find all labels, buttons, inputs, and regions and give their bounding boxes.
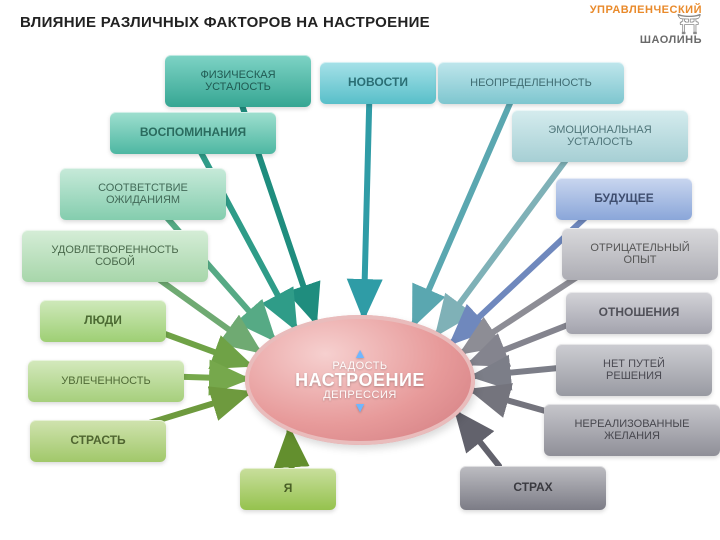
center-down-label: ДЕПРЕССИЯ	[323, 389, 397, 401]
arrow-news	[364, 92, 370, 315]
factor-news: НОВОСТИ	[320, 62, 436, 104]
factor-future: БУДУЩЕЕ	[556, 178, 692, 220]
arrow-nopath	[475, 368, 556, 376]
factor-selfsat: УДОВЛЕТВОРЕННОСТЬСОБОЙ	[22, 230, 208, 282]
down-arrow-icon: ▼	[353, 401, 367, 414]
factor-unreal: НЕРЕАЛИЗОВАННЫЕЖЕЛАНИЯ	[544, 404, 720, 456]
factor-self: Я	[240, 468, 336, 510]
factor-physfat: ФИЗИЧЕСКАЯУСТАЛОСТЬ	[165, 55, 311, 107]
diagram-stage: ВЛИЯНИЕ РАЗЛИЧНЫХ ФАКТОРОВ НА НАСТРОЕНИЕ…	[0, 0, 720, 540]
factor-negexp: ОТРИЦАТЕЛЬНЫЙОПЫТ	[562, 228, 718, 280]
arrow-self	[289, 431, 291, 468]
brand-logo: УПРАВЛЕНЧЕСКИЙ ⛩ ШАОЛИНЬ	[590, 4, 702, 46]
page-title: ВЛИЯНИЕ РАЗЛИЧНЫХ ФАКТОРОВ НА НАСТРОЕНИЕ	[20, 14, 430, 31]
logo-line2: ШАОЛИНЬ	[590, 34, 702, 46]
factor-uncert: НЕОПРЕДЕЛЕННОСТЬ	[438, 62, 624, 104]
pagoda-icon: ⛩	[590, 16, 702, 34]
up-arrow-icon: ▲	[353, 347, 367, 360]
factor-memories: ВОСПОМИНАНИЯ	[110, 112, 276, 154]
factor-involve: УВЛЕЧЕННОСТЬ	[28, 360, 184, 402]
arrow-unreal	[473, 391, 544, 411]
arrow-uncert	[414, 92, 514, 323]
arrow-fear	[458, 414, 499, 466]
factor-expect: СООТВЕТСТВИЕОЖИДАНИЯМ	[60, 168, 226, 220]
center-main-label: НАСТРОЕНИЕ	[295, 370, 425, 391]
factor-people: ЛЮДИ	[40, 300, 166, 342]
center-up-label: РАДОСТЬ	[332, 360, 387, 372]
factor-nopath: НЕТ ПУТЕЙРЕШЕНИЯ	[556, 344, 712, 396]
factor-passion: СТРАСТЬ	[30, 420, 166, 462]
factor-emofat: ЭМОЦИОНАЛЬНАЯУСТАЛОСТЬ	[512, 110, 688, 162]
factor-fear: СТРАХ	[460, 466, 606, 510]
factor-relations: ОТНОШЕНИЯ	[566, 292, 712, 334]
arrow-emofat	[438, 150, 573, 332]
center-mood-ellipse: ▲ РАДОСТЬ НАСТРОЕНИЕ ДЕПРЕССИЯ ▼	[245, 315, 475, 445]
